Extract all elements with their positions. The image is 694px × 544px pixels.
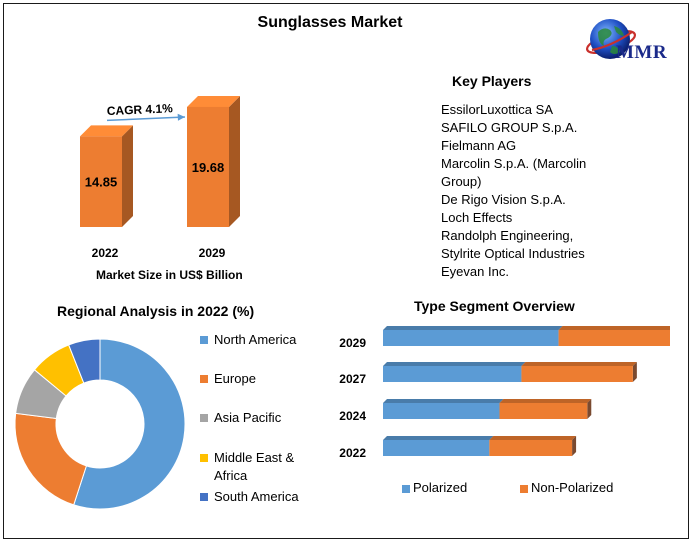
legend-label: Polarized xyxy=(413,480,468,495)
bar-side-2022 xyxy=(122,125,133,227)
logo-text: MMR xyxy=(616,42,668,63)
x-tick-label: 2029 xyxy=(199,246,226,260)
segment-side-non-polarized xyxy=(632,362,637,382)
x-tick-label: 2022 xyxy=(92,246,119,260)
legend-swatch xyxy=(402,485,410,493)
segment-top-non-polarized xyxy=(499,399,592,403)
key-player-item: Loch Effects xyxy=(441,210,513,225)
y-tick-label: 2022 xyxy=(339,446,366,460)
market-size-xlabel: Market Size in US$ Billion xyxy=(96,268,243,282)
y-tick-label: 2027 xyxy=(339,372,366,386)
bar-side-2029 xyxy=(229,95,240,228)
legend-swatch xyxy=(200,414,208,422)
segment-top-polarized xyxy=(383,326,563,330)
legend-label: Europe xyxy=(214,371,256,386)
donut-slice-south-america xyxy=(68,338,101,384)
market-size-chart: 14.85 2022 19.68 2029 CAGR 4.1% xyxy=(80,95,240,260)
key-players-title: Key Players xyxy=(452,73,532,89)
regional-analysis-title: Regional Analysis in 2022 (%) xyxy=(57,303,255,319)
key-players-list: EssilorLuxottica SA SAFILO GROUP S.p.A. … xyxy=(441,101,611,281)
bar-2029 xyxy=(187,106,229,227)
y-tick-label: 2024 xyxy=(339,409,366,423)
segment-non-polarized-2024 xyxy=(499,403,588,419)
bar-2022 xyxy=(80,136,122,227)
segment-top-polarized xyxy=(383,399,504,403)
segment-side-non-polarized xyxy=(572,436,577,456)
bar-value-label: 19.68 xyxy=(192,160,225,175)
bar-value-label: 14.85 xyxy=(85,175,118,190)
key-player-item: Stylrite Optical Industries xyxy=(441,246,585,261)
segment-non-polarized-2029 xyxy=(558,330,670,346)
regional-donut-chart xyxy=(14,338,186,510)
segment-polarized-2029 xyxy=(383,330,559,346)
globe-icon xyxy=(585,19,637,59)
segment-non-polarized-2022 xyxy=(489,440,573,456)
legend-swatch xyxy=(200,375,208,383)
segment-non-polarized-2027 xyxy=(521,366,633,382)
donut-slice-north-america xyxy=(73,338,186,510)
segment-polarized-2022 xyxy=(383,440,490,456)
page-title: Sunglasses Market xyxy=(257,14,403,31)
bar-top-2022 xyxy=(80,125,133,137)
cagr-label: CAGR 4.1% xyxy=(107,101,174,118)
key-player-item: Eyevan Inc. xyxy=(441,264,509,279)
key-player-item: Fielmann AG xyxy=(441,138,517,153)
legend-swatch xyxy=(200,454,208,462)
segment-polarized-2027 xyxy=(383,366,522,382)
legend-label: Non-Polarized xyxy=(531,480,614,495)
type-segment-chart: 2029 2027 2024 2022 xyxy=(339,326,670,460)
legend-label: Middle East & Africa xyxy=(214,450,295,483)
y-tick-label: 2029 xyxy=(339,336,366,350)
segment-top-non-polarized xyxy=(558,326,670,330)
key-player-item: Marcolin S.p.A. (Marcolin xyxy=(441,156,587,171)
legend-label: Asia Pacific xyxy=(214,410,282,425)
segment-top-non-polarized xyxy=(521,362,637,366)
bar-top-2029 xyxy=(187,95,240,107)
key-player-item: Group) xyxy=(441,174,482,189)
mmr-logo: MMR xyxy=(584,12,688,70)
segment-side-non-polarized xyxy=(587,399,592,419)
key-player-item: EssilorLuxottica SA xyxy=(441,102,553,117)
legend-label: North America xyxy=(214,332,297,347)
legend-label: South America xyxy=(214,489,299,504)
legend-swatch xyxy=(520,485,528,493)
segment-top-polarized xyxy=(383,362,526,366)
donut-slice-europe xyxy=(14,412,88,506)
legend-swatch xyxy=(200,493,208,501)
type-segment-title: Type Segment Overview xyxy=(414,298,575,314)
cagr-arrow-line xyxy=(106,116,186,122)
key-player-item: Randolph Engineering, xyxy=(441,228,574,243)
segment-polarized-2024 xyxy=(383,403,500,419)
key-player-item: De Rigo Vision S.p.A. xyxy=(441,192,566,207)
segment-top-non-polarized xyxy=(489,436,577,440)
legend-swatch xyxy=(200,336,208,344)
segment-top-polarized xyxy=(383,436,494,440)
cagr-arrow-head xyxy=(177,113,185,121)
key-player-item: SAFILO GROUP S.p.A. xyxy=(441,120,578,135)
